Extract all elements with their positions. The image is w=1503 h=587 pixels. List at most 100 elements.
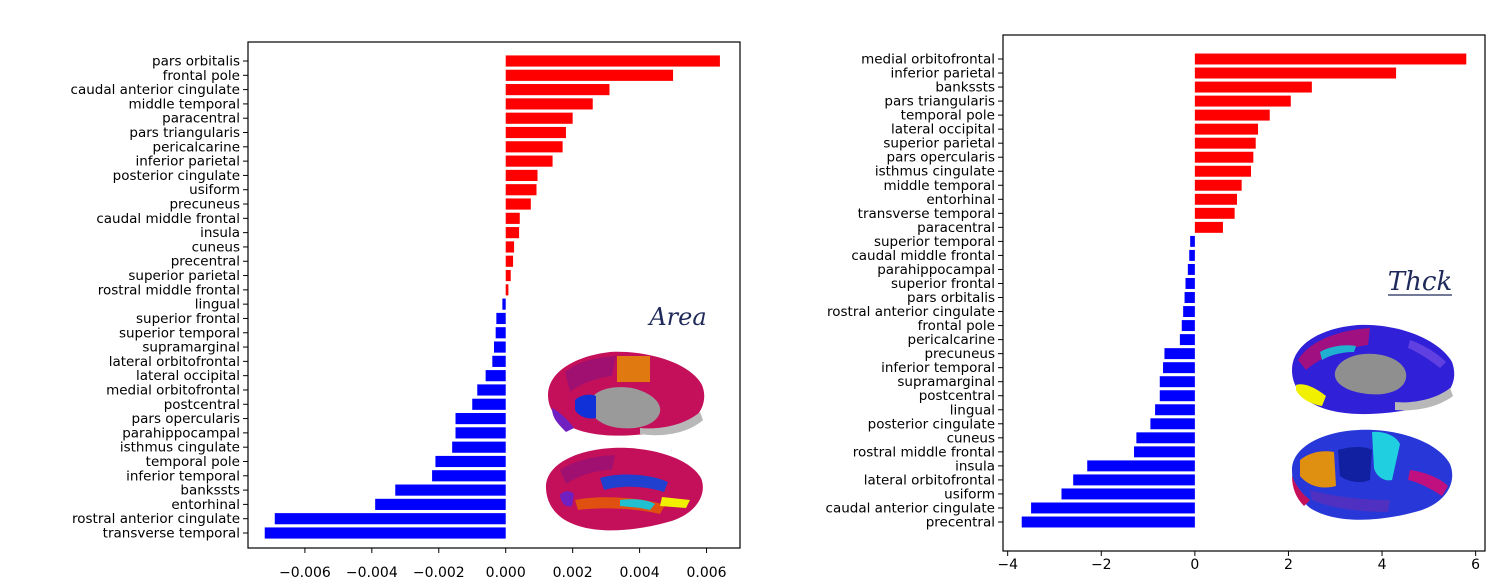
category-label: precentral xyxy=(171,254,240,270)
bar-usiform xyxy=(505,184,537,196)
category-label: inferior temporal xyxy=(881,360,995,376)
category-label: frontal pole xyxy=(163,68,240,84)
bar-rostral-anterior-cingulate xyxy=(1183,306,1195,318)
category-label: supramarginal xyxy=(897,374,995,390)
bar-rostral-middle-frontal xyxy=(505,284,509,296)
bar-paracentral xyxy=(505,112,573,124)
bars-group xyxy=(1021,53,1467,528)
category-label: rostral middle frontal xyxy=(853,444,995,460)
brain-medial-view-image xyxy=(548,351,705,436)
bar-superior-temporal xyxy=(1190,235,1195,247)
x-tick-label: −0.002 xyxy=(413,565,465,581)
bar-inferior-temporal xyxy=(432,470,506,482)
bar-lateral-occipital xyxy=(485,370,506,382)
category-label: isthmus cingulate xyxy=(875,164,995,180)
bar-supramarginal xyxy=(1159,376,1195,388)
category-label: superior parietal xyxy=(128,268,240,284)
x-tick-label: −4 xyxy=(997,557,1018,573)
bar-temporal-pole xyxy=(435,455,506,468)
brain-lateral-view-image xyxy=(546,447,703,531)
category-label: paracentral xyxy=(917,220,995,236)
bar-superior-parietal xyxy=(1194,137,1256,149)
category-label: rostral anterior cingulate xyxy=(827,304,995,320)
category-label: pars opercularis xyxy=(887,150,995,166)
x-tick-label: 6 xyxy=(1471,557,1480,573)
bar-entorhinal xyxy=(1194,193,1237,205)
category-label: inferior temporal xyxy=(126,468,240,484)
bar-middle-temporal xyxy=(1194,179,1242,191)
bar-isthmus-cingulate xyxy=(1194,165,1252,177)
category-label: lateral occipital xyxy=(891,122,995,138)
bar-superior-frontal xyxy=(1185,278,1195,289)
x-tick-label: 0.002 xyxy=(553,565,593,581)
bar-frontal-pole xyxy=(1181,320,1195,332)
category-label: postcentral xyxy=(919,388,995,404)
category-label: lingual xyxy=(950,402,995,418)
bar-supramarginal xyxy=(494,341,506,353)
bar-lateral-orbitofrontal xyxy=(1073,474,1195,486)
category-label: superior parietal xyxy=(883,136,995,152)
bar-precentral xyxy=(505,255,514,267)
bars-group xyxy=(264,55,720,539)
bar-inferior-parietal xyxy=(505,155,553,167)
bar-medial-orbitofrontal xyxy=(477,384,506,396)
bar-pars-orbitalis xyxy=(1184,292,1195,303)
bar-pars-opercularis xyxy=(455,412,506,425)
bar-posterior-cingulate xyxy=(505,169,538,182)
bar-inferior-parietal xyxy=(1194,67,1397,79)
x-ticks: −0.006 −0.004 −0.002 0.000 0.002 0.004 0.006 xyxy=(279,548,727,581)
category-label: superior temporal xyxy=(119,325,240,341)
bar-cuneus xyxy=(1136,432,1195,444)
bar-rostral-anterior-cingulate xyxy=(274,513,506,525)
bar-entorhinal xyxy=(375,498,506,510)
bar-caudal-anterior-cingulate xyxy=(505,84,610,96)
bar-superior-frontal xyxy=(496,312,506,325)
category-label: rostral anterior cingulate xyxy=(72,511,240,527)
category-label: pars triangularis xyxy=(129,125,240,141)
bar-inferior-temporal xyxy=(1163,362,1195,374)
category-label: precuneus xyxy=(169,197,240,213)
category-label: usiform xyxy=(189,182,240,198)
brain-medial-view-image xyxy=(1292,324,1455,415)
x-tick-label: 0.000 xyxy=(486,565,526,581)
plot-frame xyxy=(1002,34,1486,552)
category-label: superior frontal xyxy=(136,311,240,327)
category-label: precuneus xyxy=(924,346,995,362)
bar-superior-temporal xyxy=(495,327,506,339)
bar-frontal-pole xyxy=(505,69,674,81)
bar-insula xyxy=(505,227,520,239)
category-label: transverse temporal xyxy=(103,526,240,542)
category-label: cuneus xyxy=(947,430,995,446)
category-label: caudal anterior cingulate xyxy=(71,82,240,98)
category-label: cuneus xyxy=(192,239,240,255)
category-label: parahippocampal xyxy=(877,262,995,278)
category-label: lateral orbitofrontal xyxy=(109,354,240,370)
bar-lateral-orbitofrontal xyxy=(492,355,506,367)
category-label: pericalcarine xyxy=(908,332,995,348)
bar-cuneus xyxy=(505,241,515,253)
category-label: pars opercularis xyxy=(132,411,240,427)
category-label: posterior cingulate xyxy=(113,168,240,184)
category-label: isthmus cingulate xyxy=(120,440,240,456)
bar-pars-triangularis xyxy=(505,126,566,139)
bar-temporal-pole xyxy=(1194,109,1270,121)
bar-medial-orbitofrontal xyxy=(1194,53,1467,65)
category-label: temporal pole xyxy=(146,454,240,470)
category-label: parahippocampal xyxy=(122,425,240,441)
category-label: paracentral xyxy=(162,111,240,127)
category-label: rostral middle frontal xyxy=(98,282,240,298)
plot-frame xyxy=(247,41,741,549)
category-label: bankssts xyxy=(180,483,240,499)
bar-lingual xyxy=(1155,404,1195,416)
category-label: pericalcarine xyxy=(153,139,240,155)
category-label: inferior parietal xyxy=(135,154,240,170)
x-tick-label: 4 xyxy=(1378,557,1387,573)
bar-bankssts xyxy=(1194,81,1312,93)
category-label: medial orbitofrontal xyxy=(861,52,995,68)
category-label: insula xyxy=(955,458,995,474)
category-label: lateral orbitofrontal xyxy=(864,472,995,488)
